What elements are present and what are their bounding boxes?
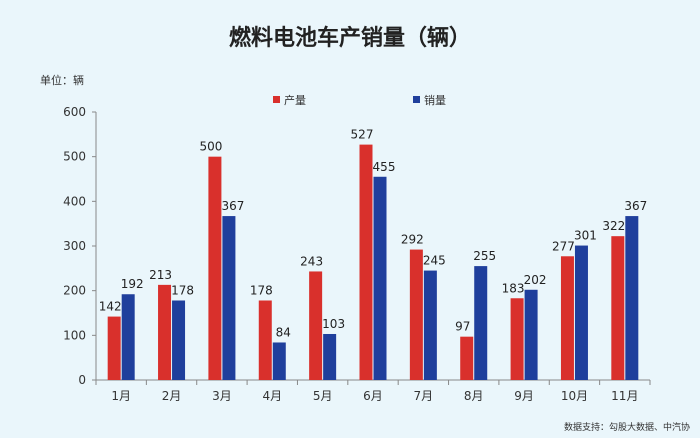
data-label-production: 183	[502, 281, 525, 295]
legend-swatch-production	[273, 96, 280, 103]
bar-production	[359, 144, 373, 380]
x-axis: 1月 2月 3月 4月 5月 6月 7月 8月 9月 10月 11月	[95, 379, 651, 403]
data-label-production: 500	[199, 140, 222, 154]
bar-sales	[272, 342, 286, 380]
x-tick-label: 10月	[561, 389, 588, 403]
x-tick-label: 2月	[162, 389, 182, 403]
source-note: 数据支持：勾股大数据、中汽协	[564, 421, 690, 433]
legend-label-production: 产量	[284, 93, 306, 107]
bar-production	[107, 316, 121, 380]
x-tick-label: 4月	[262, 389, 282, 403]
bar-sales	[222, 216, 236, 380]
data-label-production: 178	[250, 283, 273, 297]
data-label-sales: 84	[276, 325, 291, 339]
x-tick-label: 8月	[464, 389, 484, 403]
bar-production	[409, 249, 423, 380]
data-label-sales: 455	[373, 160, 396, 174]
bar-production	[460, 336, 474, 380]
data-label-production: 322	[602, 219, 625, 233]
data-label-production: 213	[149, 268, 172, 282]
y-tick-label: 600	[63, 105, 86, 119]
data-label-sales: 192	[121, 277, 144, 291]
data-label-sales: 178	[171, 283, 194, 297]
data-label-production: 292	[401, 233, 424, 247]
bar-production	[208, 156, 222, 380]
y-tick-label: 200	[63, 284, 86, 298]
bar-sales	[373, 176, 387, 380]
bars	[107, 144, 639, 380]
x-tick-label: 9月	[514, 389, 534, 403]
bar-sales	[474, 266, 488, 380]
data-label-sales: 255	[473, 249, 496, 263]
x-tick-label: 7月	[414, 389, 434, 403]
chart-title: 燃料电池车产销量（辆）	[229, 25, 471, 51]
data-label-production: 527	[351, 128, 374, 142]
bar-production	[309, 271, 323, 380]
bar-production	[560, 256, 574, 380]
y-tick-label: 0	[78, 373, 86, 387]
bar-sales	[574, 245, 588, 380]
data-label-sales: 301	[574, 229, 597, 243]
bar-sales	[423, 270, 437, 380]
legend-swatch-sales	[413, 96, 420, 103]
bar-sales	[625, 216, 639, 380]
legend: 产量 销量	[273, 93, 446, 107]
data-label-sales: 245	[423, 254, 446, 268]
y-tick-label: 500	[63, 150, 86, 164]
bar-production	[611, 236, 625, 380]
x-tick-label: 6月	[363, 389, 383, 403]
data-label-production: 243	[300, 254, 323, 268]
data-label-sales: 202	[524, 273, 547, 287]
bar-sales	[172, 300, 186, 380]
x-tick-label: 5月	[313, 389, 333, 403]
legend-label-sales: 销量	[424, 93, 446, 107]
data-label-sales: 103	[322, 317, 345, 331]
bar-production	[258, 300, 272, 380]
bar-production	[510, 298, 524, 380]
data-label-production: 97	[455, 320, 470, 334]
data-label-sales: 367	[624, 199, 647, 213]
bar-sales	[323, 333, 337, 380]
bar-production	[158, 284, 172, 380]
x-tick-label: 1月	[111, 389, 131, 403]
value-labels: 142 213 500 178 243 527 292 97 183 277 322 192 178 36…	[99, 128, 648, 340]
data-label-production: 142	[99, 300, 122, 314]
x-tick-label: 3月	[212, 389, 232, 403]
unit-label: 单位：辆	[40, 73, 84, 87]
data-label-production: 277	[552, 239, 575, 253]
bar-sales	[121, 294, 135, 380]
y-tick-label: 400	[63, 194, 86, 208]
y-tick-label: 300	[63, 239, 86, 253]
y-tick-label: 100	[63, 328, 86, 342]
bar-sales	[524, 289, 538, 380]
x-tick-label: 11月	[611, 389, 638, 403]
y-axis: 0 100 200 300 400 500 600	[63, 105, 97, 387]
data-label-sales: 367	[221, 199, 244, 213]
